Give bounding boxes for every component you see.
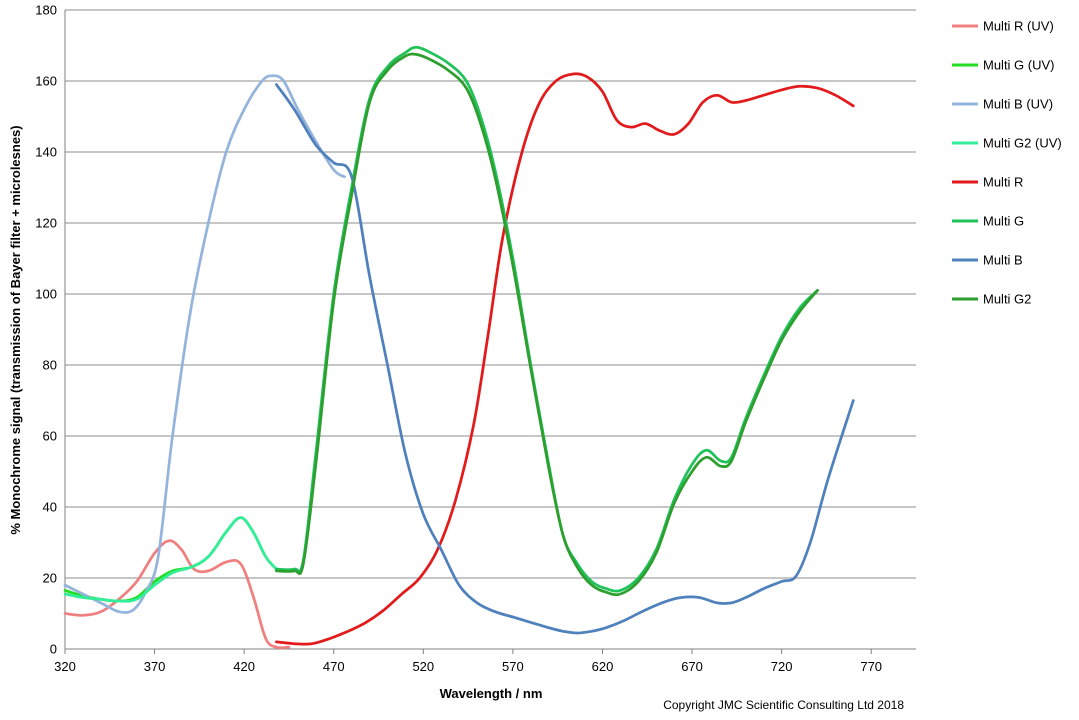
x-tick-label: 470: [323, 659, 345, 674]
series-line-multi-b-uv: [63, 74, 346, 614]
y-tick-label: 40: [43, 500, 57, 515]
x-tick-label: 420: [233, 659, 255, 674]
x-tick-label: 770: [860, 659, 882, 674]
series-line-multi-r: [275, 72, 855, 646]
legend-label-multi-r: Multi R: [983, 175, 1023, 190]
y-tick-label: 120: [35, 216, 57, 231]
series-line-multi-g: [275, 45, 819, 593]
legend-label-multi-g2: Multi G2: [983, 292, 1031, 307]
x-tick-label: 320: [54, 659, 76, 674]
series-line-multi-r-uv: [63, 539, 291, 650]
y-tick-label: 0: [50, 642, 57, 657]
y-tick-label: 160: [35, 74, 57, 89]
y-axis-title: % Monochrome signal (transmission of Bay…: [8, 125, 23, 534]
series-lines: [63, 45, 855, 650]
legend-label-multi-g-uv: Multi G (UV): [983, 58, 1055, 73]
x-tick-label: 620: [592, 659, 614, 674]
y-tick-label: 180: [35, 3, 57, 18]
gridlines: [65, 9, 916, 579]
series-line-multi-b: [275, 83, 855, 635]
y-tick-label: 140: [35, 145, 57, 160]
y-tick-label: 60: [43, 429, 57, 444]
x-tick-label: 670: [681, 659, 703, 674]
y-tick-label: 20: [43, 571, 57, 586]
x-tick-label: 720: [771, 659, 793, 674]
copyright-notice: Copyright JMC Scientific Consulting Ltd …: [663, 698, 904, 712]
tick-labels: 0 20 40 60 80 100 120 140 160 180 320 370 420 470 520 5…: [35, 3, 882, 675]
x-tick-label: 370: [144, 659, 166, 674]
legend-label-multi-r-uv: Multi R (UV): [983, 19, 1054, 34]
legend-label-multi-g2-uv: Multi G2 (UV): [983, 136, 1062, 151]
x-tick-label: 570: [502, 659, 524, 674]
x-axis-title: Wavelength / nm: [440, 686, 543, 701]
legend-label-multi-b: Multi B: [983, 253, 1023, 268]
series-line-multi-g2: [275, 52, 819, 597]
series-line-multi-g2-uv: [63, 516, 278, 603]
y-tick-label: 80: [43, 358, 57, 373]
legend: Multi R (UV) Multi G (UV) Multi B (UV) Mult…: [952, 19, 1062, 307]
series-line-multi-g-uv: [63, 516, 278, 603]
legend-label-multi-g: Multi G: [983, 214, 1024, 229]
x-tick-label: 520: [412, 659, 434, 674]
y-tick-label: 100: [35, 287, 57, 302]
axes: [64, 10, 916, 654]
legend-label-multi-b-uv: Multi B (UV): [983, 97, 1053, 112]
